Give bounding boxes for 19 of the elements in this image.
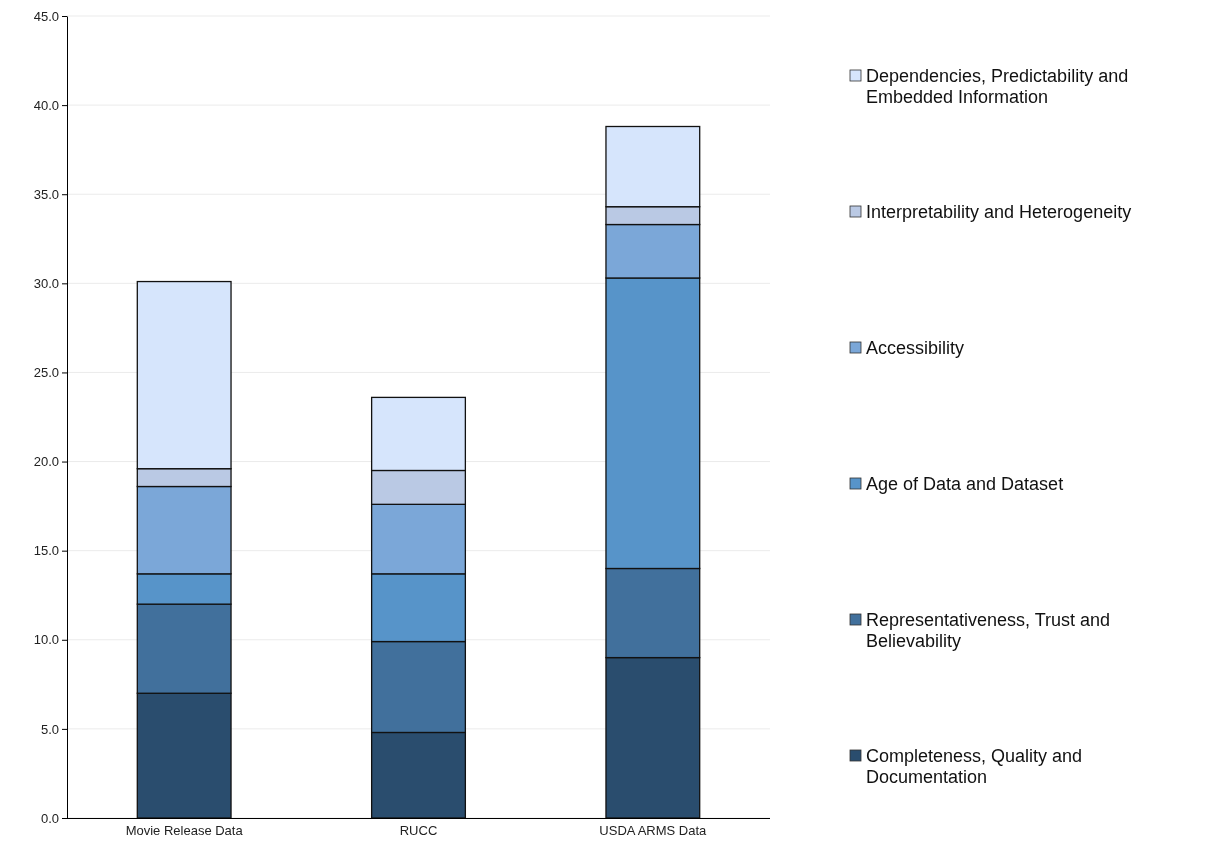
- y-tick-label: 15.0: [33, 543, 59, 559]
- y-tick-label: 40.0: [33, 97, 59, 113]
- y-tick-label: 30.0: [33, 275, 59, 291]
- legend-label: Interpretability and Heterogeneity: [866, 202, 1132, 222]
- y-tick-label: 5.0: [40, 721, 59, 737]
- y-tick-label: 35.0: [33, 186, 59, 202]
- y-tick-label: 20.0: [33, 454, 59, 470]
- legend-label: Age of Data and Dataset: [866, 474, 1064, 494]
- legend-label: Dependencies, Predictability and Embedded Information: [866, 66, 1129, 107]
- legend-label: Completeness, Quality and Documentation: [866, 746, 1083, 787]
- legend-label: Accessibility: [866, 338, 965, 358]
- y-tick-label: 10.0: [33, 632, 59, 648]
- y-tick-label: 0.0: [40, 810, 59, 826]
- legend-label: Representativeness, Trust and Believability: [866, 610, 1111, 651]
- x-tick-label: Movie Release Data: [125, 823, 244, 839]
- x-tick-label: USDA ARMS Data: [599, 823, 708, 839]
- y-tick-label: 45.0: [33, 8, 59, 24]
- y-tick-label: 25.0: [33, 365, 59, 381]
- x-tick-label: RUCC: [399, 823, 438, 839]
